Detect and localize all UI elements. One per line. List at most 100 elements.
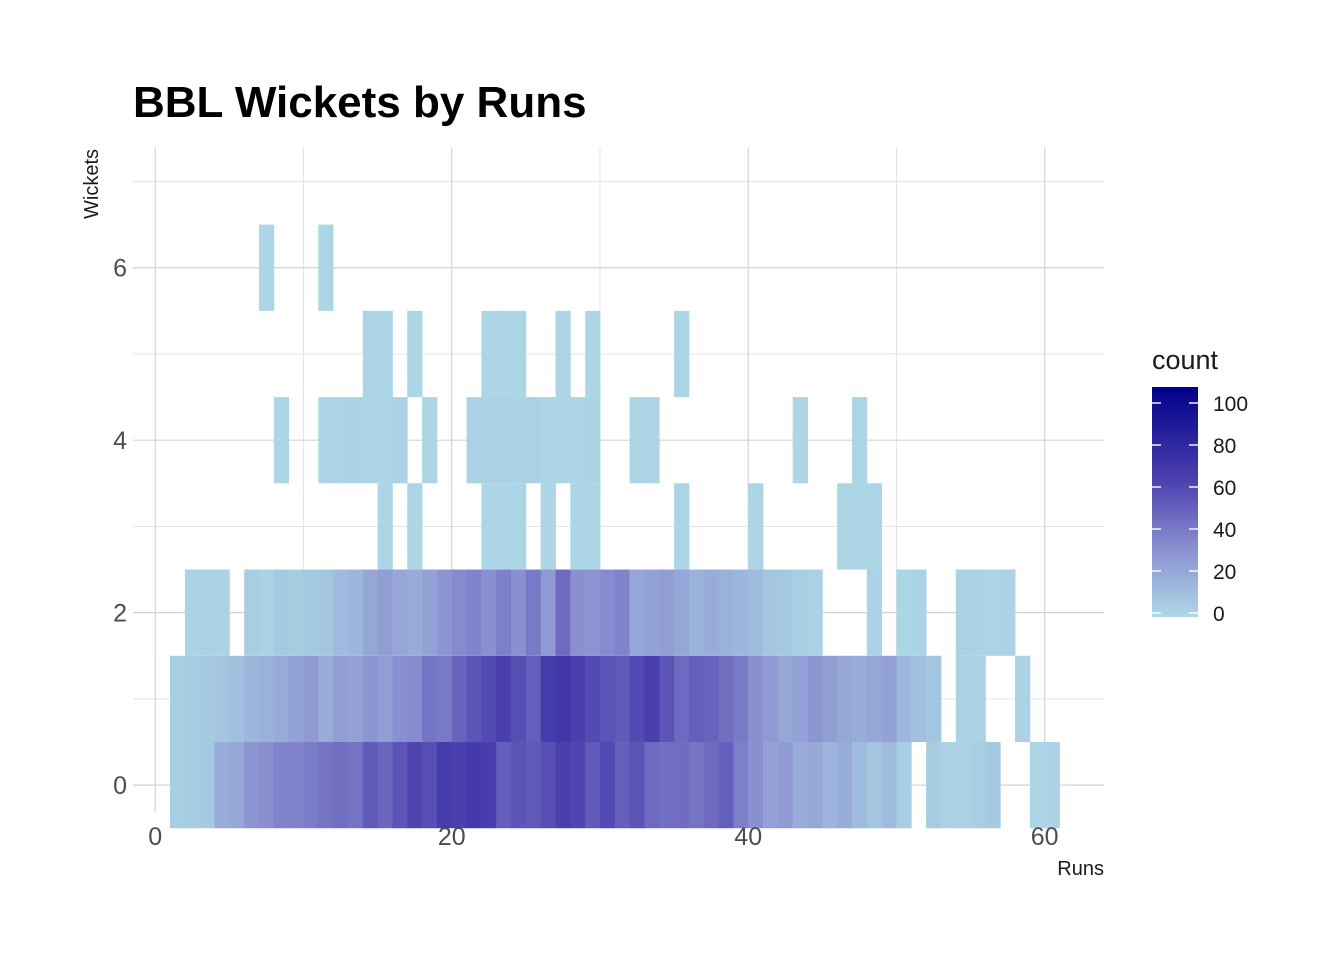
heatmap-tile <box>451 569 467 656</box>
heatmap-tile <box>955 569 971 656</box>
heatmap-tile <box>644 569 660 656</box>
heatmap-tile <box>229 655 245 743</box>
heatmap-tile <box>792 569 808 656</box>
legend-tick-label: 100 <box>1213 393 1248 416</box>
heatmap-tile <box>599 655 616 743</box>
heatmap-tile <box>585 569 601 656</box>
heatmap-tile <box>1029 742 1046 829</box>
heatmap-tile <box>807 655 823 743</box>
heatmap-tile <box>170 655 186 743</box>
heatmap-tile <box>377 397 393 484</box>
heatmap-tile <box>229 742 245 829</box>
heatmap-tile <box>733 569 749 656</box>
heatmap-tile <box>496 397 512 484</box>
heatmap-tile <box>733 655 749 743</box>
heatmap-tile <box>837 742 853 829</box>
heatmap-tile <box>970 655 986 743</box>
heatmap-tile <box>570 397 586 484</box>
heatmap-tile <box>377 310 393 398</box>
heatmap-tile <box>822 742 838 829</box>
heatmap-tile <box>466 655 482 743</box>
heatmap-tile <box>540 569 556 656</box>
x-tick-label: 60 <box>1031 823 1059 851</box>
heatmap-tile <box>866 483 883 570</box>
heatmap-tile <box>659 569 675 656</box>
heatmap-tile <box>273 569 290 656</box>
heatmap-tile <box>940 742 957 829</box>
heatmap-tile <box>362 397 379 484</box>
heatmap-tile <box>570 655 586 743</box>
heatmap-tile <box>347 397 364 484</box>
heatmap-tile <box>629 569 645 656</box>
heatmap-tile <box>466 742 482 829</box>
heatmap-tile <box>970 569 986 656</box>
heatmap-tile <box>1044 742 1060 829</box>
legend-tick-label: 60 <box>1213 477 1236 500</box>
heatmap-tile <box>881 742 897 829</box>
heatmap-tile <box>792 655 808 743</box>
heatmap-tile <box>451 655 467 743</box>
heatmap-tile <box>540 655 556 743</box>
heatmap-tile <box>318 397 334 484</box>
heatmap-tile <box>851 397 868 484</box>
heatmap-tile <box>674 483 690 570</box>
x-tick-label: 20 <box>438 823 466 851</box>
color-legend: count 0 20 40 60 80 100 <box>1152 345 1248 626</box>
heatmap-tile <box>303 655 319 743</box>
heatmap-tile <box>674 655 690 743</box>
heatmap-tile <box>318 569 334 656</box>
heatmap-tile <box>926 655 942 743</box>
heatmap-tile <box>184 655 201 743</box>
heatmap-tile <box>407 483 423 570</box>
heatmap-tile <box>333 742 349 829</box>
heatmap-tile <box>763 742 779 829</box>
heatmap-tile <box>792 397 808 484</box>
heatmap-tile <box>688 655 705 743</box>
heatmap-tile <box>748 742 764 829</box>
y-tick-label: 0 <box>113 772 127 800</box>
heatmap-tile <box>407 569 423 656</box>
heatmap-tile <box>259 569 275 656</box>
heatmap-tile <box>511 483 527 570</box>
heatmap-tile <box>481 483 497 570</box>
heatmap-tile <box>496 569 512 656</box>
heatmap-tile <box>555 310 571 398</box>
legend-tick-label: 20 <box>1213 561 1236 584</box>
heatmap-tile <box>748 569 764 656</box>
heatmap-tile <box>837 483 853 570</box>
heatmap-tile <box>703 569 719 656</box>
heatmap-tile <box>347 569 364 656</box>
heatmap-tile <box>674 569 690 656</box>
legend-tick-label: 80 <box>1213 435 1236 458</box>
heatmap-tile <box>244 655 260 743</box>
heatmap-tile <box>851 483 868 570</box>
x-axis-label: Runs <box>1057 858 1104 880</box>
heatmap-tile <box>896 655 912 743</box>
heatmap-tile <box>644 655 660 743</box>
heatmap-tile <box>422 742 438 829</box>
heatmap-tile <box>288 655 304 743</box>
heatmap-tile <box>318 655 334 743</box>
heatmap-tile <box>511 310 527 398</box>
heatmap-tile <box>614 569 631 656</box>
heatmap-tile <box>763 655 779 743</box>
y-tick-label: 2 <box>113 600 127 628</box>
heatmap-tile <box>199 569 215 656</box>
heatmap-tile <box>807 569 823 656</box>
heatmap-tile <box>333 397 349 484</box>
heatmap-tile <box>1015 655 1031 743</box>
heatmap-tile <box>422 569 438 656</box>
heatmap-tile <box>1000 569 1016 656</box>
heatmap-tile <box>466 397 482 484</box>
heatmap-tile <box>866 742 883 829</box>
heatmap-tile <box>807 742 823 829</box>
heatmap-tile <box>347 742 364 829</box>
heatmap-tile <box>585 655 601 743</box>
heatmap-tile <box>629 397 645 484</box>
heatmap-tiles <box>170 224 1060 829</box>
heatmap-tile <box>688 742 705 829</box>
heatmap-tile <box>214 569 230 656</box>
heatmap-tile <box>392 655 408 743</box>
heatmap-tile <box>570 569 586 656</box>
heatmap-tile <box>540 742 556 829</box>
